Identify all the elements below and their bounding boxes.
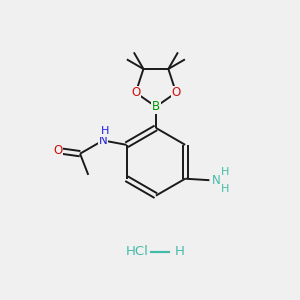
Text: H: H xyxy=(221,167,230,177)
Text: O: O xyxy=(131,86,140,99)
Text: H: H xyxy=(221,184,230,194)
Text: B: B xyxy=(152,100,160,113)
Text: N: N xyxy=(99,134,107,147)
Text: H: H xyxy=(101,126,109,136)
Text: O: O xyxy=(171,86,181,99)
Text: N: N xyxy=(212,174,221,187)
Text: HCl: HCl xyxy=(125,245,148,258)
Text: H: H xyxy=(175,245,184,258)
Text: O: O xyxy=(54,144,63,157)
